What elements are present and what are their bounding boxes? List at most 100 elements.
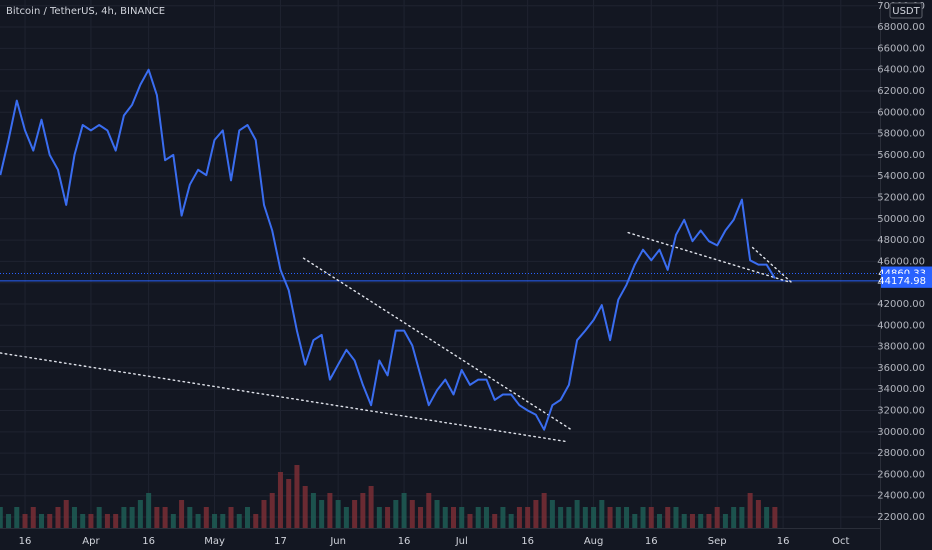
x-tick-label: May: [204, 536, 225, 547]
volume-bar: [599, 500, 605, 528]
y-tick-label: 48000.00: [877, 235, 925, 246]
volume-bar: [269, 493, 275, 528]
y-tick-label: 46000.00: [877, 256, 925, 267]
volume-bar: [220, 514, 226, 528]
volume-bar: [541, 493, 547, 528]
y-tick-label: 42000.00: [877, 299, 925, 310]
volume-bar: [55, 507, 61, 528]
volume-bar: [706, 514, 712, 528]
volume-bar: [327, 493, 333, 528]
volume-bar: [113, 514, 119, 528]
x-tick-label: Aug: [584, 536, 604, 547]
y-tick-label: 68000.00: [877, 22, 925, 33]
volume-bar: [129, 507, 135, 528]
y-tick-label: 58000.00: [877, 129, 925, 140]
x-tick-label: Jun: [329, 536, 346, 547]
volume-bar: [549, 500, 555, 528]
volume-bar: [294, 465, 300, 528]
volume-bar: [582, 507, 588, 528]
volume-bar: [39, 514, 44, 528]
volume-bar: [467, 514, 473, 528]
volume-bar: [30, 507, 36, 528]
y-tick-label: 52000.00: [877, 192, 925, 203]
x-tick-label: 16: [398, 536, 411, 547]
y-tick-label: 36000.00: [877, 363, 925, 374]
axis-layer: 22000.00 24000.00 26000.00 28000.00 30000.00…: [19, 1, 932, 547]
x-tick-label: 16: [142, 536, 155, 547]
volume-bar: [376, 507, 382, 528]
volume-bar: [764, 507, 770, 528]
volume-bar: [409, 500, 415, 528]
volume-bar: [591, 507, 597, 528]
grid-layer: [0, 0, 880, 528]
y-tick-label: 30000.00: [877, 427, 925, 438]
volume-bar: [624, 507, 630, 528]
price-line-series: [0, 68, 776, 431]
volume-bar: [722, 514, 728, 528]
volume-bar: [170, 514, 176, 528]
volume-bar: [228, 507, 234, 528]
volume-bar: [385, 507, 391, 528]
unit-badge: [889, 2, 923, 19]
volume-bar: [475, 507, 481, 528]
x-tick-label: 16: [777, 536, 790, 547]
volume-bar: [418, 507, 424, 528]
volume-bar: [22, 514, 28, 528]
volume-bar: [195, 514, 201, 528]
unit-label: USDT: [892, 6, 920, 17]
x-tick-label: Sep: [708, 536, 727, 547]
x-tick-label: 16: [521, 536, 534, 547]
volume-bar: [681, 514, 687, 528]
y-tick-label: 32000.00: [877, 406, 925, 417]
volume-bar: [516, 507, 522, 528]
volume-bar: [179, 500, 185, 528]
volume-bar: [426, 493, 432, 528]
plot-layer: [0, 68, 880, 443]
y-tick-label: 40000.00: [877, 320, 925, 331]
y-tick-label: 28000.00: [877, 448, 925, 459]
volume-bar: [689, 514, 695, 528]
volume-bar: [558, 507, 564, 528]
volume-bar: [755, 500, 761, 528]
volume-layer: [0, 465, 778, 528]
y-tick-label: 56000.00: [877, 150, 925, 161]
volume-bar: [154, 507, 160, 528]
x-tick-label: Jul: [455, 536, 468, 547]
volume-bar: [71, 507, 77, 528]
volume-bar: [310, 493, 316, 528]
volume-bar: [442, 507, 448, 528]
volume-bar: [104, 514, 110, 528]
volume-bar: [286, 479, 292, 528]
volume-bar: [121, 507, 127, 528]
volume-bar: [253, 514, 259, 528]
x-tick-label: Apr: [82, 536, 100, 547]
volume-bar: [63, 500, 69, 528]
volume-bar: [772, 507, 778, 528]
volume-bar: [615, 507, 621, 528]
volume-bar: [648, 507, 654, 528]
volume-bar: [714, 507, 720, 528]
volume-bar: [360, 493, 366, 528]
trendline: [751, 246, 794, 285]
volume-bar: [245, 507, 250, 528]
volume-bar: [14, 507, 20, 528]
volume-bar: [525, 507, 531, 528]
trendline: [627, 231, 789, 283]
volume-bar: [212, 514, 218, 528]
chart-title: Bitcoin / TetherUS, 4h, BINANCE: [6, 6, 165, 17]
volume-bar: [203, 507, 209, 528]
y-tick-label: 60000.00: [877, 107, 925, 118]
volume-bar: [698, 514, 704, 528]
y-tick-label: 26000.00: [877, 469, 925, 480]
volume-bar: [483, 507, 489, 528]
y-tick-label: 54000.00: [877, 171, 925, 182]
volume-bar: [302, 486, 308, 528]
y-tick-label: 38000.00: [877, 342, 925, 353]
volume-bar: [0, 507, 3, 528]
volume-bar: [640, 507, 646, 528]
volume-bar: [6, 514, 12, 528]
volume-bar: [508, 514, 514, 528]
x-tick-label: Oct: [832, 536, 849, 547]
